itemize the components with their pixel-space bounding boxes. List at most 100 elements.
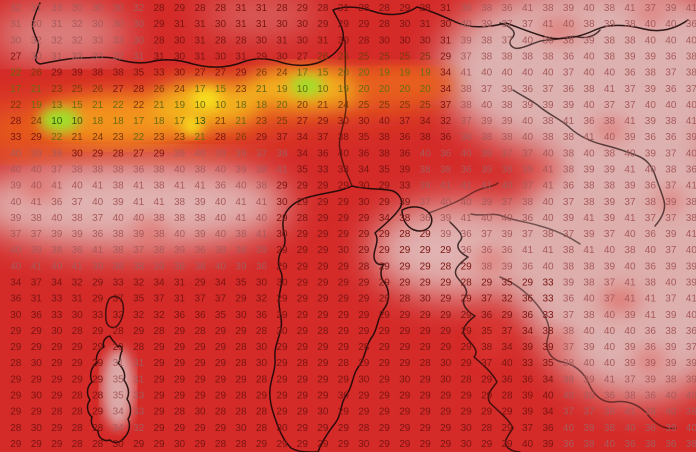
svg-text:29: 29 bbox=[317, 358, 329, 369]
svg-text:29: 29 bbox=[10, 326, 22, 337]
svg-text:29: 29 bbox=[256, 439, 268, 450]
svg-text:40: 40 bbox=[665, 35, 677, 46]
svg-text:29: 29 bbox=[522, 278, 534, 289]
svg-text:40: 40 bbox=[502, 68, 514, 79]
svg-text:30: 30 bbox=[174, 68, 186, 79]
svg-text:38: 38 bbox=[133, 261, 145, 272]
svg-text:40: 40 bbox=[604, 342, 616, 353]
svg-text:29: 29 bbox=[256, 52, 268, 63]
svg-text:37: 37 bbox=[522, 148, 534, 159]
svg-text:25: 25 bbox=[72, 84, 84, 95]
svg-text:29: 29 bbox=[31, 439, 43, 450]
svg-text:40: 40 bbox=[461, 197, 473, 208]
svg-text:35: 35 bbox=[133, 68, 145, 79]
svg-text:28: 28 bbox=[461, 278, 473, 289]
svg-text:33: 33 bbox=[399, 181, 411, 192]
svg-text:20: 20 bbox=[276, 100, 288, 111]
svg-text:28: 28 bbox=[235, 407, 247, 418]
svg-text:31: 31 bbox=[113, 358, 125, 369]
svg-text:38: 38 bbox=[563, 35, 575, 46]
svg-text:38: 38 bbox=[338, 132, 350, 143]
svg-text:36: 36 bbox=[563, 52, 575, 63]
svg-text:40: 40 bbox=[215, 213, 227, 224]
svg-text:37: 37 bbox=[686, 342, 696, 353]
svg-text:29: 29 bbox=[481, 391, 493, 402]
svg-text:38: 38 bbox=[481, 52, 493, 63]
svg-text:39: 39 bbox=[624, 132, 636, 143]
svg-text:38: 38 bbox=[420, 165, 432, 176]
svg-text:29: 29 bbox=[154, 358, 166, 369]
svg-text:30: 30 bbox=[133, 19, 145, 30]
svg-text:40: 40 bbox=[133, 213, 145, 224]
svg-text:38: 38 bbox=[461, 84, 473, 95]
svg-text:29: 29 bbox=[399, 358, 411, 369]
svg-text:38: 38 bbox=[563, 132, 575, 143]
svg-text:19: 19 bbox=[174, 100, 186, 111]
svg-text:40: 40 bbox=[174, 165, 186, 176]
svg-text:10: 10 bbox=[51, 116, 63, 127]
svg-text:29: 29 bbox=[317, 181, 329, 192]
svg-text:38: 38 bbox=[645, 439, 657, 450]
svg-text:40: 40 bbox=[215, 197, 227, 208]
svg-text:37: 37 bbox=[481, 84, 493, 95]
svg-text:34: 34 bbox=[51, 278, 63, 289]
svg-text:22: 22 bbox=[133, 132, 145, 143]
svg-text:38: 38 bbox=[256, 181, 268, 192]
svg-text:29: 29 bbox=[379, 374, 391, 385]
svg-text:29: 29 bbox=[276, 261, 288, 272]
svg-text:28: 28 bbox=[481, 423, 493, 434]
svg-text:29: 29 bbox=[317, 342, 329, 353]
svg-text:36: 36 bbox=[51, 197, 63, 208]
svg-text:29: 29 bbox=[338, 181, 350, 192]
svg-text:30: 30 bbox=[10, 310, 22, 321]
svg-text:40: 40 bbox=[31, 181, 43, 192]
svg-text:40: 40 bbox=[72, 181, 84, 192]
svg-text:37: 37 bbox=[665, 245, 677, 256]
svg-text:36: 36 bbox=[358, 148, 370, 159]
svg-text:36: 36 bbox=[522, 310, 534, 321]
svg-text:29: 29 bbox=[51, 342, 63, 353]
svg-text:39: 39 bbox=[665, 197, 677, 208]
svg-text:24: 24 bbox=[31, 116, 43, 127]
svg-text:29: 29 bbox=[235, 68, 247, 79]
svg-text:36: 36 bbox=[645, 132, 657, 143]
svg-text:10: 10 bbox=[195, 100, 207, 111]
svg-text:25: 25 bbox=[338, 52, 350, 63]
svg-text:28: 28 bbox=[235, 439, 247, 450]
svg-text:38: 38 bbox=[113, 245, 125, 256]
svg-text:21: 21 bbox=[256, 84, 268, 95]
svg-text:31: 31 bbox=[72, 294, 84, 305]
svg-text:38: 38 bbox=[113, 68, 125, 79]
svg-text:37: 37 bbox=[563, 229, 575, 240]
svg-text:33: 33 bbox=[10, 132, 22, 143]
svg-text:29: 29 bbox=[276, 358, 288, 369]
svg-text:33: 33 bbox=[92, 52, 104, 63]
svg-text:29: 29 bbox=[379, 391, 391, 402]
svg-text:25: 25 bbox=[379, 100, 391, 111]
svg-text:29: 29 bbox=[379, 342, 391, 353]
svg-text:38: 38 bbox=[174, 197, 186, 208]
svg-text:28: 28 bbox=[358, 423, 370, 434]
svg-text:29: 29 bbox=[317, 423, 329, 434]
svg-text:40: 40 bbox=[563, 423, 575, 434]
svg-text:38: 38 bbox=[583, 261, 595, 272]
svg-text:29: 29 bbox=[10, 374, 22, 385]
svg-text:31: 31 bbox=[31, 3, 43, 14]
svg-text:29: 29 bbox=[440, 310, 452, 321]
svg-text:39: 39 bbox=[624, 52, 636, 63]
svg-text:40: 40 bbox=[502, 181, 514, 192]
svg-text:29: 29 bbox=[10, 439, 22, 450]
svg-text:29: 29 bbox=[174, 3, 186, 14]
svg-text:31: 31 bbox=[51, 52, 63, 63]
svg-text:23: 23 bbox=[113, 132, 125, 143]
svg-text:29: 29 bbox=[10, 342, 22, 353]
svg-text:29: 29 bbox=[297, 261, 309, 272]
svg-text:38: 38 bbox=[665, 116, 677, 127]
svg-text:41: 41 bbox=[624, 165, 636, 176]
svg-text:29: 29 bbox=[399, 391, 411, 402]
svg-text:39: 39 bbox=[235, 148, 247, 159]
svg-text:29: 29 bbox=[297, 278, 309, 289]
svg-text:37: 37 bbox=[31, 229, 43, 240]
svg-text:30: 30 bbox=[338, 245, 350, 256]
svg-text:37: 37 bbox=[440, 100, 452, 111]
